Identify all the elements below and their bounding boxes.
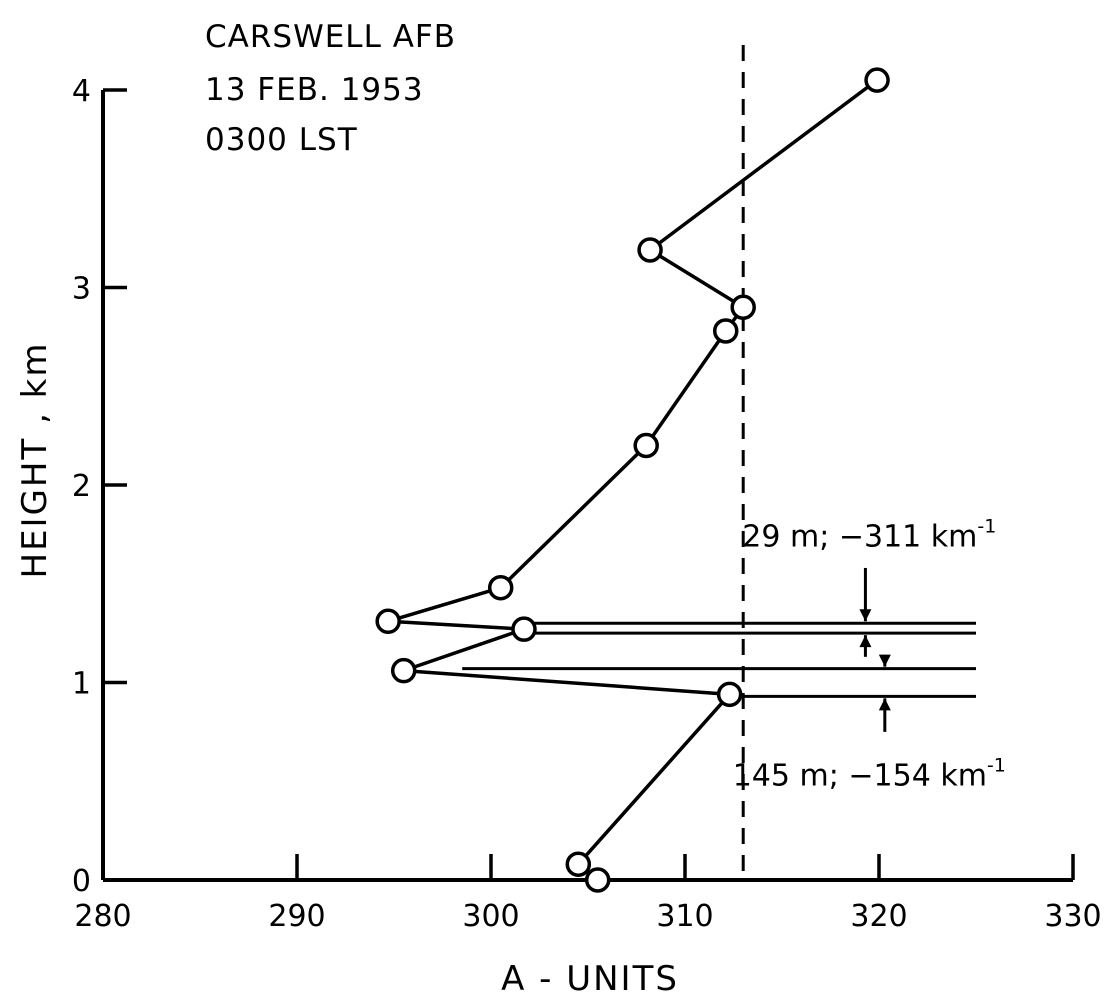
arrow-head <box>859 635 872 648</box>
data-point <box>716 681 743 708</box>
data-point <box>584 867 611 893</box>
x-tick-label: 300 <box>462 899 519 934</box>
chart-header: CARSWELL AFB 13 FEB. 1953 0300 LST <box>205 19 456 158</box>
data-point <box>487 574 514 601</box>
x-tick-label: 280 <box>74 899 131 934</box>
header-line-station: CARSWELL AFB <box>205 19 456 55</box>
data-point <box>712 318 739 344</box>
data-point <box>390 657 417 684</box>
data-point <box>375 608 401 635</box>
arrow-head <box>859 609 872 622</box>
x-tick-label: 320 <box>850 899 907 934</box>
data-point <box>637 237 663 263</box>
axes: 280 290 300 310 320 330 0 1 2 3 4 <box>72 74 1102 934</box>
data-series <box>375 67 890 893</box>
y-tick-label: 0 <box>72 864 91 899</box>
arrow-head <box>878 698 891 711</box>
y-tick-label: 2 <box>72 469 91 504</box>
annotation-label: 29 m; −311 km-1 <box>742 515 996 554</box>
data-point <box>864 67 890 93</box>
annotation-label: 145 m; −154 km-1 <box>733 754 1006 793</box>
y-axis-title: HEIGHT , km <box>15 342 55 579</box>
annotations: 29 m; −311 km-1 145 m; −154 km-1 <box>733 515 1006 793</box>
data-point <box>730 294 756 320</box>
x-tick-label: 290 <box>268 899 325 934</box>
series-line <box>386 78 879 882</box>
data-point <box>511 616 537 642</box>
layer-lines <box>462 621 976 698</box>
y-tick-label: 1 <box>72 667 91 702</box>
x-tick-label: 310 <box>656 899 713 934</box>
header-line-date: 13 FEB. 1953 <box>205 72 424 108</box>
header-line-time: 0300 LST <box>205 122 358 158</box>
y-tick-label: 3 <box>72 272 91 307</box>
data-point <box>633 432 659 459</box>
data-point <box>565 851 592 877</box>
x-axis-title: A - UNITS <box>501 959 679 999</box>
y-tick-label: 4 <box>72 74 91 109</box>
arrow-head <box>878 654 891 667</box>
x-tick-label: 330 <box>1044 899 1101 934</box>
